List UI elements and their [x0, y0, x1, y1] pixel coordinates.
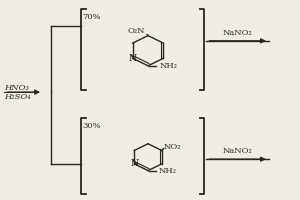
- Text: NH₂: NH₂: [160, 62, 178, 70]
- Text: N: N: [128, 54, 137, 63]
- Text: 70%: 70%: [82, 13, 101, 21]
- Text: 30%: 30%: [82, 122, 101, 130]
- Text: NH₂: NH₂: [159, 167, 177, 175]
- Text: NaNO₂: NaNO₂: [223, 29, 253, 37]
- Text: NO₂: NO₂: [164, 143, 181, 151]
- Text: N: N: [130, 159, 138, 168]
- Text: NaNO₂: NaNO₂: [223, 147, 253, 155]
- Text: O₂N: O₂N: [128, 27, 145, 35]
- Text: HNO₃: HNO₃: [4, 84, 29, 92]
- Text: H₂SO₄: H₂SO₄: [4, 93, 31, 101]
